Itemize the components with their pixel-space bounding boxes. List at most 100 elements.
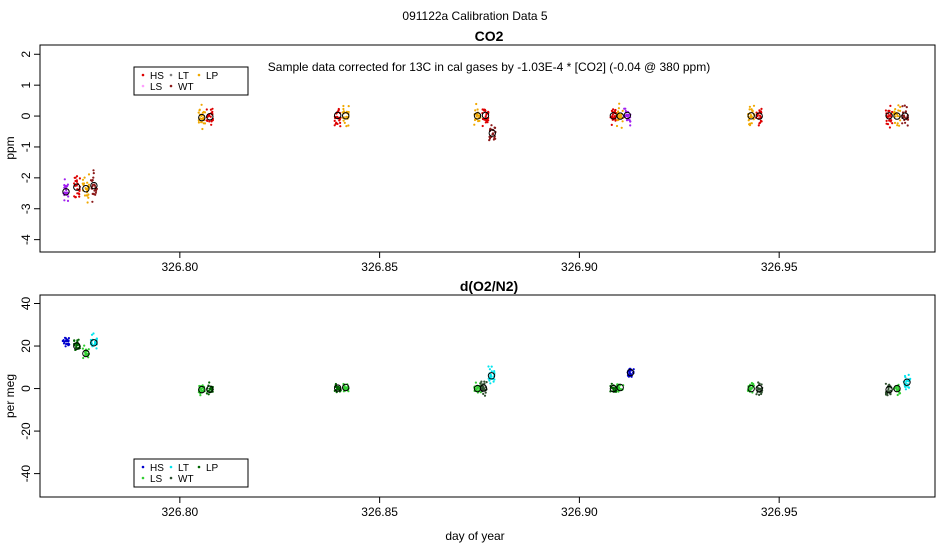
co2-data-point — [475, 115, 478, 118]
co2-data-point — [896, 124, 899, 127]
co2-x-tick-label: 326.90 — [561, 260, 598, 274]
co2-series-g5-c — [623, 107, 632, 127]
co2-mean-marker — [342, 112, 350, 120]
co2-data-point — [334, 122, 337, 125]
co2-mean-marker — [82, 185, 90, 193]
o2n2-mean-marker — [82, 349, 90, 358]
o2n2-series-o6-b — [755, 381, 764, 396]
o2n2-data-point — [909, 377, 912, 380]
co2-data-point — [888, 126, 892, 129]
o2n2-data-point — [77, 338, 80, 341]
o2n2-mean-marker — [90, 339, 98, 347]
co2-data-point — [81, 178, 85, 181]
co2-series-g5-a — [609, 108, 618, 126]
o2n2-data-point — [755, 393, 758, 396]
co2-panel-title: CO2 — [475, 28, 504, 44]
co2-legend-label-wt: WT — [178, 82, 194, 93]
co2-data-point — [494, 137, 497, 140]
o2n2-series-o4-c — [487, 365, 496, 385]
o2n2-legend-marker-wt — [169, 476, 173, 480]
o2n2-x-tick-label: 326.80 — [161, 505, 198, 519]
co2-data-point — [475, 102, 478, 106]
o2n2-series-o5-b — [616, 383, 625, 393]
o2n2-data-point — [759, 387, 762, 390]
co2-mean-marker — [481, 111, 490, 120]
co2-data-point — [95, 189, 98, 192]
o2n2-data-point — [482, 392, 485, 395]
co2-series-g6-b — [755, 107, 763, 127]
co2-data-point — [201, 111, 204, 114]
o2n2-legend-label-hs: HS — [150, 463, 164, 474]
o2n2-mean-marker — [893, 384, 901, 393]
o2n2-data-point — [62, 339, 65, 342]
o2n2-data-point — [488, 368, 491, 371]
co2-data-point — [891, 110, 894, 114]
co2-data-point — [476, 108, 479, 111]
co2-data-point — [75, 184, 78, 187]
co2-panel: CO2 Sample data corrected for 13C in cal… — [3, 28, 936, 274]
o2n2-data-point — [82, 356, 85, 360]
o2n2-data-point — [757, 381, 760, 384]
co2-data-point — [87, 196, 90, 199]
o2n2-series-o6-a — [746, 381, 756, 394]
co2-data-point — [63, 191, 66, 194]
o2n2-data-point — [884, 391, 888, 394]
o2n2-legend-marker-lp — [197, 465, 201, 469]
o2n2-data-point — [474, 381, 477, 384]
o2n2-data-point — [87, 348, 90, 351]
co2-data-point — [623, 107, 626, 110]
o2n2-legend-label-wt: WT — [178, 474, 194, 485]
co2-data-point — [621, 109, 624, 112]
co2-data-point — [209, 108, 212, 111]
o2n2-data-point — [611, 387, 614, 390]
co2-mean-marker — [90, 181, 98, 190]
co2-mean-marker — [616, 112, 624, 120]
co2-legend: HS LT LP LS WT — [133, 66, 249, 96]
co2-data-point — [83, 176, 86, 179]
x-axis-label: day of year — [445, 529, 504, 543]
co2-data-point — [63, 186, 66, 189]
co2-series-g2-b — [205, 107, 214, 126]
o2n2-mean-marker — [342, 383, 350, 392]
co2-annotation: Sample data corrected for 13C in cal gas… — [268, 60, 710, 74]
co2-x-tick-label: 326.80 — [161, 260, 198, 274]
co2-mean-marker — [473, 112, 482, 120]
co2-data-point — [200, 120, 203, 124]
o2n2-data-point — [482, 385, 485, 388]
co2-data-point — [492, 133, 495, 136]
co2-legend-marker-wt — [169, 84, 173, 88]
co2-data-point — [889, 104, 892, 107]
o2n2-panel-title: d(O2/N2) — [460, 278, 518, 294]
co2-series-g4-c — [488, 124, 497, 142]
o2n2-data-point — [200, 389, 203, 392]
co2-data-point — [617, 107, 621, 110]
co2-mean-marker — [747, 112, 755, 120]
o2n2-data-point — [335, 388, 338, 391]
o2n2-data-point — [64, 345, 67, 348]
o2n2-data-point — [628, 371, 632, 375]
co2-data-point — [211, 107, 214, 110]
o2n2-y-tick-label: -40 — [19, 465, 33, 483]
co2-legend-label-ls: LS — [150, 82, 163, 93]
co2-data-point — [887, 109, 890, 113]
o2n2-data-point — [343, 387, 346, 390]
o2n2-data-point — [207, 393, 210, 396]
o2n2-data-point — [205, 392, 208, 395]
co2-y-tick-label: -4 — [19, 234, 33, 245]
o2n2-data-point — [346, 385, 349, 388]
co2-data-point — [211, 110, 214, 113]
co2-data-point — [610, 109, 614, 112]
o2n2-mean-marker — [885, 385, 893, 394]
o2n2-mean-marker — [334, 384, 342, 392]
co2-y-tick-label: -3 — [19, 203, 33, 214]
co2-legend-marker-hs — [141, 73, 145, 77]
co2-legend-label-lp: LP — [206, 71, 219, 82]
co2-data-point — [92, 176, 95, 179]
o2n2-series-o7-a — [884, 382, 893, 397]
co2-data-point — [893, 121, 897, 124]
co2-data-point — [485, 119, 488, 122]
co2-mean-marker — [623, 111, 631, 120]
co2-data-point — [896, 115, 900, 118]
o2n2-data-point — [492, 380, 495, 383]
co2-data-point — [63, 199, 66, 202]
